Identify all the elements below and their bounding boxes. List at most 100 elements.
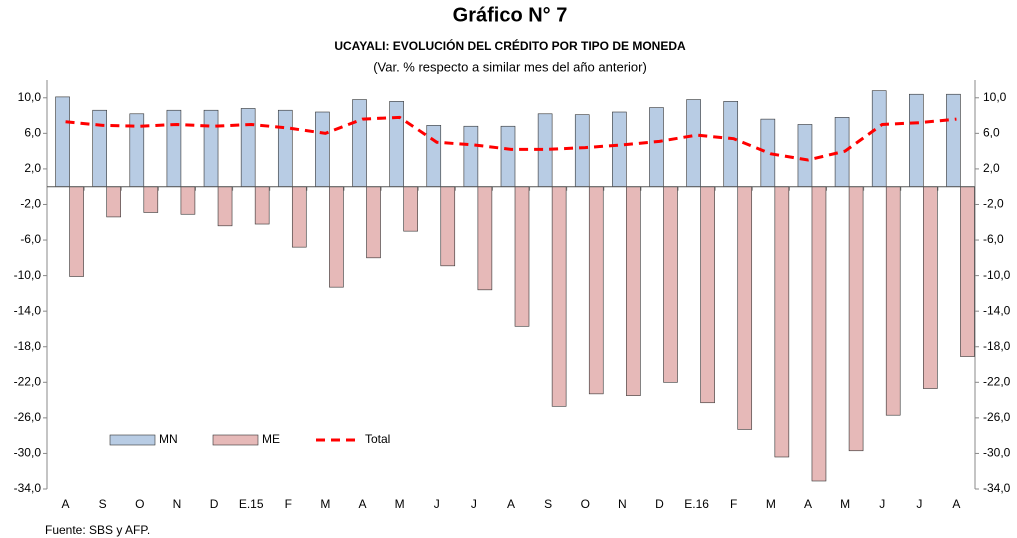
x-tick-label: J xyxy=(471,497,477,511)
y2-tick-label: -6,0 xyxy=(983,232,1004,246)
bar xyxy=(277,109,293,187)
x-tick-label: E.16 xyxy=(684,497,709,511)
bar xyxy=(909,93,924,187)
bar xyxy=(848,186,864,452)
bar xyxy=(960,186,975,357)
bar xyxy=(871,90,887,187)
y-tick-label: 6,0 xyxy=(24,126,41,140)
bar xyxy=(69,186,84,277)
bar xyxy=(329,186,344,288)
chart-title: Gráfico N° 7 xyxy=(453,4,568,26)
bar xyxy=(366,186,381,259)
bar xyxy=(774,186,790,458)
bar xyxy=(315,111,330,187)
y2-tick-label: -34,0 xyxy=(983,481,1011,495)
x-tick-label: O xyxy=(135,497,144,511)
y-tick-label: -26,0 xyxy=(14,410,42,424)
y2-tick-label: 2,0 xyxy=(983,161,1000,175)
legend-label: ME xyxy=(262,432,280,446)
bar xyxy=(240,108,256,187)
y-tick-label: -22,0 xyxy=(14,374,42,388)
bar xyxy=(723,101,739,187)
y2-tick-label: -18,0 xyxy=(983,339,1011,353)
bar xyxy=(477,186,493,291)
x-tick-label: N xyxy=(618,497,627,511)
bar xyxy=(55,96,70,187)
bar xyxy=(514,186,530,327)
x-tick-label: M xyxy=(840,497,850,511)
x-tick-label: M xyxy=(320,497,330,511)
x-tick-label: S xyxy=(99,497,107,511)
bar xyxy=(389,101,404,187)
bar xyxy=(923,186,938,389)
bar xyxy=(588,186,604,395)
bar xyxy=(426,125,442,187)
source-note: Fuente: SBS y AFP. xyxy=(45,523,150,537)
x-tick-label: J xyxy=(916,497,922,511)
y2-tick-label: 10,0 xyxy=(983,90,1007,104)
bar xyxy=(737,186,753,430)
x-tick-label: M xyxy=(395,497,405,511)
bar xyxy=(166,109,182,187)
y-tick-label: -34,0 xyxy=(14,481,42,495)
x-tick-label: E.15 xyxy=(239,497,264,511)
bar xyxy=(203,109,219,187)
bar xyxy=(811,186,827,482)
x-tick-label: O xyxy=(581,497,590,511)
x-tick-label: A xyxy=(359,497,367,511)
y2-tick-label: -22,0 xyxy=(983,374,1011,388)
bar xyxy=(254,186,270,225)
x-tick-label: A xyxy=(952,497,960,511)
bar xyxy=(946,93,961,187)
bar xyxy=(612,111,627,187)
bar xyxy=(574,114,590,187)
bar xyxy=(92,109,107,187)
y-tick-label: -14,0 xyxy=(14,303,42,317)
y2-tick-label: -2,0 xyxy=(983,197,1004,211)
bar xyxy=(649,107,664,187)
x-tick-label: D xyxy=(210,497,219,511)
y-tick-label: -10,0 xyxy=(14,268,42,282)
y-tick-label: -6,0 xyxy=(20,232,41,246)
bar xyxy=(885,186,901,416)
legend-label: MN xyxy=(159,432,178,446)
bar xyxy=(626,186,641,396)
bar xyxy=(217,186,233,227)
bar xyxy=(686,99,701,187)
bar xyxy=(551,186,567,407)
legend-swatch xyxy=(109,434,156,446)
chart-subtitle: UCAYALI: EVOLUCIÓN DEL CRÉDITO POR TIPO … xyxy=(334,38,686,53)
x-tick-label: D xyxy=(655,497,664,511)
bar xyxy=(143,186,159,213)
legend-swatch xyxy=(212,434,259,446)
y-tick-label: -2,0 xyxy=(20,197,41,211)
y-tick-label: -18,0 xyxy=(14,339,42,353)
y2-tick-label: 6,0 xyxy=(983,126,1000,140)
bar xyxy=(291,186,307,248)
x-tick-label: A xyxy=(507,497,515,511)
x-tick-label: J xyxy=(879,497,885,511)
legend-label: Total xyxy=(365,432,390,446)
x-tick-label: F xyxy=(730,497,737,511)
x-tick-label: A xyxy=(62,497,70,511)
chart-subtitle: (Var. % respecto a similar mes del año a… xyxy=(373,59,647,74)
bar xyxy=(352,99,367,187)
x-tick-label: F xyxy=(285,497,292,511)
bar xyxy=(440,186,456,267)
x-tick-label: M xyxy=(766,497,776,511)
y2-tick-label: -26,0 xyxy=(983,410,1011,424)
bar xyxy=(700,186,715,404)
x-tick-label: S xyxy=(544,497,552,511)
x-tick-label: A xyxy=(804,497,812,511)
y2-tick-label: -10,0 xyxy=(983,268,1011,282)
bar xyxy=(797,124,813,187)
y2-tick-label: -14,0 xyxy=(983,303,1011,317)
bar xyxy=(403,186,418,232)
bar xyxy=(663,186,678,383)
x-tick-label: N xyxy=(173,497,182,511)
y2-tick-label: -30,0 xyxy=(983,446,1011,460)
bar xyxy=(106,186,121,218)
bar xyxy=(500,125,516,187)
x-tick-label: J xyxy=(434,497,440,511)
